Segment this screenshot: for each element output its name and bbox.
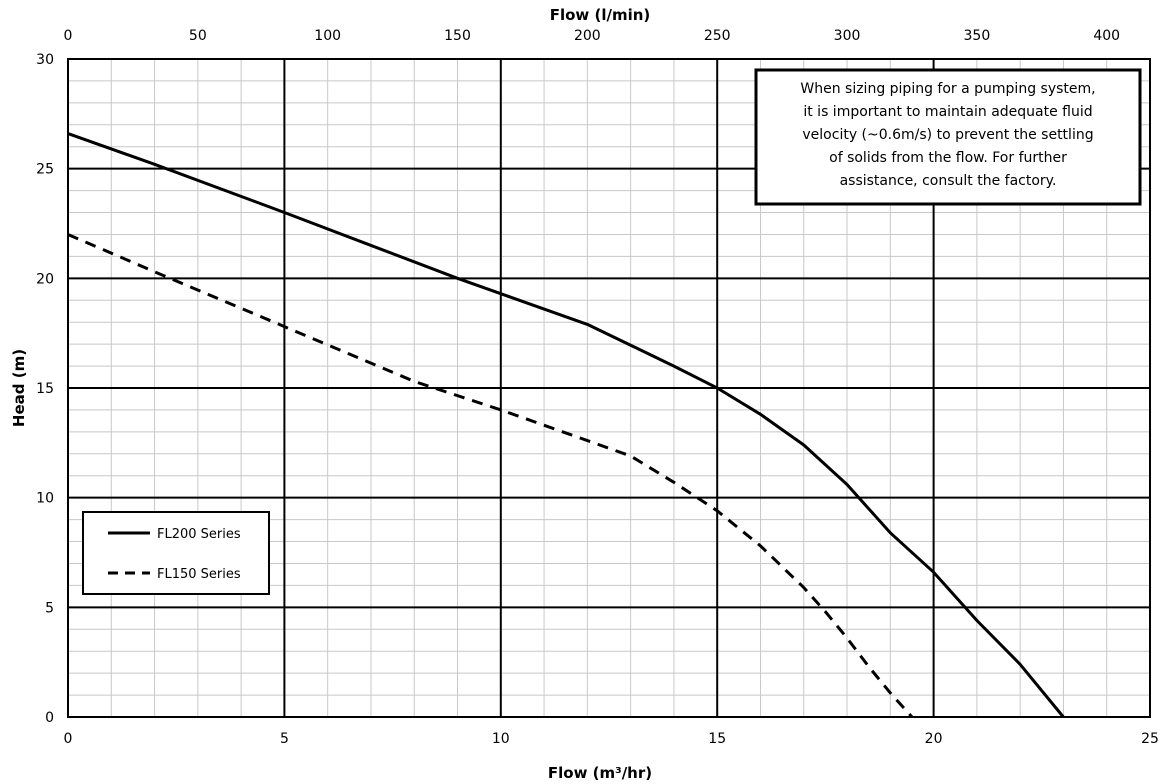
- top-tick-label: 350: [964, 28, 991, 44]
- y-axis-title: Head (m): [10, 349, 28, 427]
- major-grid: [68, 59, 1150, 717]
- bottom-tick-label: 10: [492, 731, 510, 747]
- x-axis-top-title: Flow (l/min): [550, 6, 651, 24]
- series-line-fl150: [67, 233, 914, 719]
- bottom-tick-label: 15: [708, 731, 726, 747]
- left-tick-label: 30: [36, 52, 54, 68]
- top-tick-label: 0: [64, 28, 73, 44]
- series-layer: [67, 132, 1065, 719]
- top-tick-label: 200: [574, 28, 601, 44]
- bottom-tick-label: 5: [280, 731, 289, 747]
- annotation-line: of solids from the flow. For further: [829, 150, 1067, 166]
- left-tick-labels: 0 5 10 15 20 25 30: [36, 52, 54, 726]
- bottom-tick-label: 20: [925, 731, 943, 747]
- plot-frame: [67, 58, 1151, 718]
- annotation-line: When sizing piping for a pumping system,: [800, 81, 1095, 97]
- annotation-frame: [754, 68, 1142, 206]
- bottom-tick-labels: 0 5 10 15 20 25: [64, 731, 1159, 747]
- top-tick-label: 400: [1093, 28, 1120, 44]
- left-tick-label: 20: [36, 271, 54, 287]
- top-tick-label: 150: [444, 28, 471, 44]
- annotation-line: it is important to maintain adequate flu…: [803, 104, 1092, 120]
- top-tick-labels: 0 50 100 150 200 250 300 350 400: [64, 28, 1121, 44]
- top-tick-label: 100: [314, 28, 341, 44]
- annotation-line: velocity (~0.6m/s) to prevent the settli…: [802, 127, 1093, 143]
- annotation-box: When sizing piping for a pumping system,…: [754, 68, 1142, 206]
- annotation-line: assistance, consult the factory.: [840, 173, 1057, 189]
- x-axis-bottom-title: Flow (m³/hr): [548, 764, 652, 782]
- legend: FL200 Series FL150 Series: [82, 511, 270, 595]
- bottom-tick-label: 25: [1141, 731, 1159, 747]
- left-tick-label: 5: [45, 600, 54, 616]
- legend-label-fl150: FL150 Series: [157, 567, 241, 582]
- bottom-tick-label: 0: [64, 731, 73, 747]
- left-tick-label: 15: [36, 381, 54, 397]
- legend-label-fl200: FL200 Series: [157, 527, 241, 542]
- top-tick-label: 250: [704, 28, 731, 44]
- series-line-fl200: [67, 132, 1065, 718]
- top-tick-label: 300: [834, 28, 861, 44]
- left-tick-label: 10: [36, 491, 54, 507]
- legend-frame: [82, 511, 270, 595]
- top-tick-label: 50: [189, 28, 207, 44]
- left-tick-label: 25: [36, 162, 54, 178]
- left-tick-label: 0: [45, 710, 54, 726]
